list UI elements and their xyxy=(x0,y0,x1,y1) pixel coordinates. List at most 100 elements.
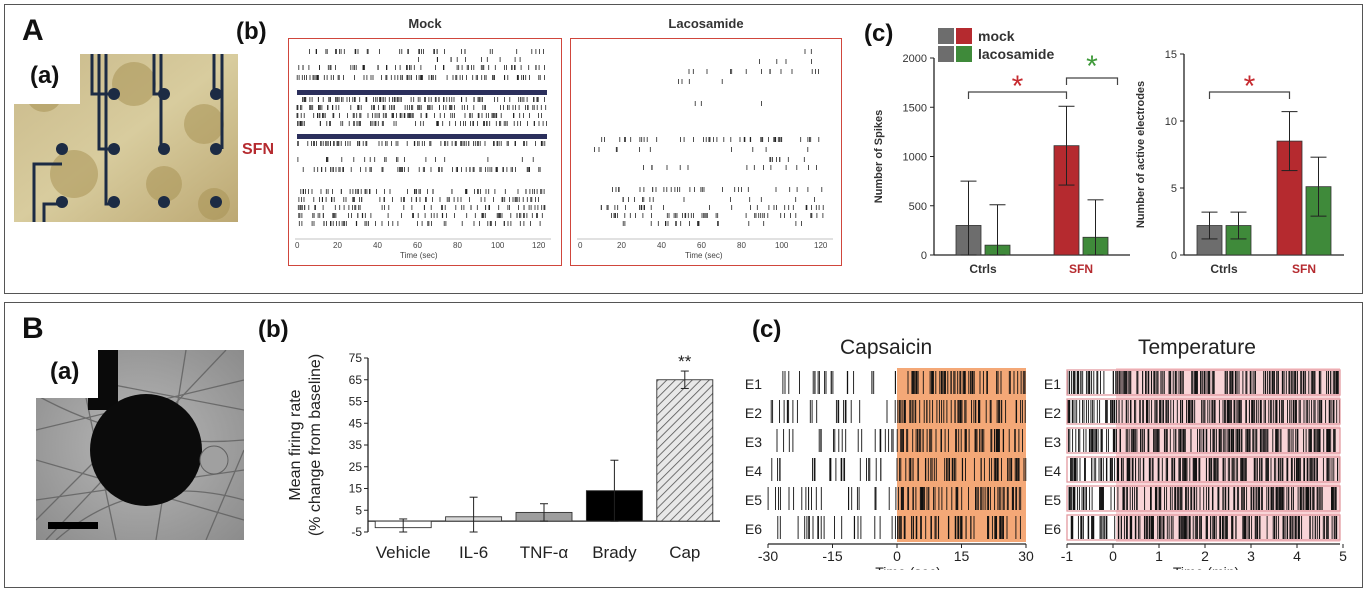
x-tick-label: -30 xyxy=(758,548,778,564)
y-tick-label: 5 xyxy=(1171,183,1177,195)
mock-raster xyxy=(295,49,551,240)
legend-label: lacosamide xyxy=(978,46,1054,62)
mock-xtick: 0 xyxy=(295,241,300,250)
electrode-label: E1 xyxy=(745,376,762,392)
y-tick-label: 1000 xyxy=(903,152,927,164)
lacosamide-raster-frame xyxy=(570,38,842,266)
x-tick-label: 3 xyxy=(1247,548,1255,564)
bar xyxy=(656,379,714,522)
y-tick-label: 5 xyxy=(355,503,362,517)
y-tick-label: 10 xyxy=(1165,116,1177,128)
y-tick-label: 15 xyxy=(1165,49,1177,61)
lacosamide-title: Lacosamide xyxy=(668,16,744,31)
y-axis-label: Number of active electrodes xyxy=(1135,81,1147,228)
raster-band xyxy=(297,90,547,95)
y-axis-label: (% change from baseline) xyxy=(307,354,324,536)
panel-b-sub-b: (b) xyxy=(258,316,289,343)
photo-label-backdrop xyxy=(14,54,80,104)
y-tick-label: 0 xyxy=(921,250,927,262)
panel-a-sub-a: (a) xyxy=(30,62,60,89)
stimulus-shading xyxy=(897,368,1026,542)
y-axis-label: Mean firing rate xyxy=(287,389,304,500)
laco-xtick: 0 xyxy=(578,241,583,250)
x-category-label: Brady xyxy=(592,543,637,562)
panel-b-sub-c: (c) xyxy=(752,316,782,343)
significance-bracket xyxy=(1208,91,1291,99)
x-category-label: SFN xyxy=(1069,262,1093,276)
x-tick-label: 4 xyxy=(1293,548,1301,564)
electrode-label: E1 xyxy=(1044,376,1061,392)
x-axis-label: Time (min) xyxy=(1173,564,1239,570)
x-category-label: Cap xyxy=(669,543,700,562)
mock-raster-frame xyxy=(288,38,562,266)
panel-a-letter: A xyxy=(22,14,44,47)
legend-swatch xyxy=(956,28,972,44)
stimulus-shading xyxy=(1116,368,1340,542)
electrode-label: E2 xyxy=(745,405,762,421)
x-category-label: Vehicle xyxy=(376,543,431,562)
row-border xyxy=(1066,427,1341,454)
raster-band xyxy=(297,134,547,139)
y-tick-label: 55 xyxy=(349,395,363,409)
active-electrodes-bar-chart: 0 5 10 15 Number of active electrodes Ctrls SF… xyxy=(1135,49,1344,276)
photo-label-backdrop xyxy=(36,350,98,398)
x-tick-label: 15 xyxy=(954,548,970,564)
x-tick-label: 0 xyxy=(893,548,901,564)
temperature-raster: E1 E2 E3 E4 E5 E6-1 0 1 2 3 4 5 Time (min) xyxy=(1044,368,1347,570)
row-border xyxy=(1066,514,1341,541)
sfn-side-label: SFN xyxy=(242,141,274,158)
panel-b-letter: B xyxy=(22,312,44,345)
y-tick-label: 1500 xyxy=(903,102,927,114)
x-tick-label: 0 xyxy=(1109,548,1117,564)
electrode-label: E4 xyxy=(1044,463,1061,479)
laco-xtick: 120 xyxy=(814,241,828,250)
legend-swatch xyxy=(956,46,972,62)
lacosamide-raster xyxy=(577,49,833,240)
significance-star: * xyxy=(1244,70,1256,103)
electrode-label: E6 xyxy=(745,521,762,537)
y-tick-label: 65 xyxy=(349,373,363,387)
laco-xlabel: Time (sec) xyxy=(685,251,723,260)
mock-xlabel: Time (sec) xyxy=(400,251,438,260)
spikes-bar-chart: 0 500 1000 1500 2000 Number of Spikes Ctrls SFN… xyxy=(873,28,1130,276)
firing-rate-bar-chart: -5 5 15 25 35 45 55 65 75 Mean firing rate (% chan… xyxy=(287,351,720,562)
y-tick-label: 0 xyxy=(1171,250,1177,262)
x-tick-label: 1 xyxy=(1155,548,1163,564)
mock-xtick: 120 xyxy=(532,241,546,250)
mock-xtick: 20 xyxy=(333,241,342,250)
capsaicin-title: Capsaicin xyxy=(840,336,933,359)
legend-label: mock xyxy=(978,28,1015,44)
x-tick-label: 2 xyxy=(1201,548,1209,564)
row-border xyxy=(1066,456,1341,483)
electrode-label: E2 xyxy=(1044,405,1061,421)
row-border xyxy=(1066,369,1341,396)
y-tick-label: 15 xyxy=(349,482,363,496)
significance-bracket xyxy=(967,91,1068,99)
laco-xtick: 60 xyxy=(697,241,706,250)
y-tick-label: 75 xyxy=(349,351,363,365)
legend-swatch xyxy=(938,28,954,44)
electrode-label: E6 xyxy=(1044,521,1061,537)
x-category-label: TNF-α xyxy=(520,543,569,562)
electrode-label: E3 xyxy=(1044,434,1061,450)
temperature-title: Temperature xyxy=(1138,336,1256,359)
x-category-label: IL-6 xyxy=(459,543,488,562)
significance-star: * xyxy=(1086,50,1098,83)
capsaicin-raster: E1 E2 E3 E4 E5 E6 -30 -15 0 15 30 Time (sec) xyxy=(745,368,1034,570)
y-tick-label: -5 xyxy=(351,525,362,539)
panel-b-sub-a: (a) xyxy=(50,358,80,385)
y-tick-label: 500 xyxy=(909,201,927,213)
electrode-label: E5 xyxy=(745,492,762,508)
laco-xtick: 20 xyxy=(617,241,626,250)
y-tick-label: 35 xyxy=(349,438,363,452)
x-tick-label: 5 xyxy=(1339,548,1347,564)
mock-xtick: 40 xyxy=(373,241,382,250)
mock-xtick: 100 xyxy=(491,241,505,250)
row-border xyxy=(1066,485,1341,512)
row-border xyxy=(1066,398,1341,425)
electrode-label: E4 xyxy=(745,463,762,479)
laco-xtick: 80 xyxy=(737,241,746,250)
panel-a-sub-b: (b) xyxy=(236,18,267,45)
x-tick-label: 30 xyxy=(1018,548,1034,564)
y-tick-label: 2000 xyxy=(903,53,927,65)
